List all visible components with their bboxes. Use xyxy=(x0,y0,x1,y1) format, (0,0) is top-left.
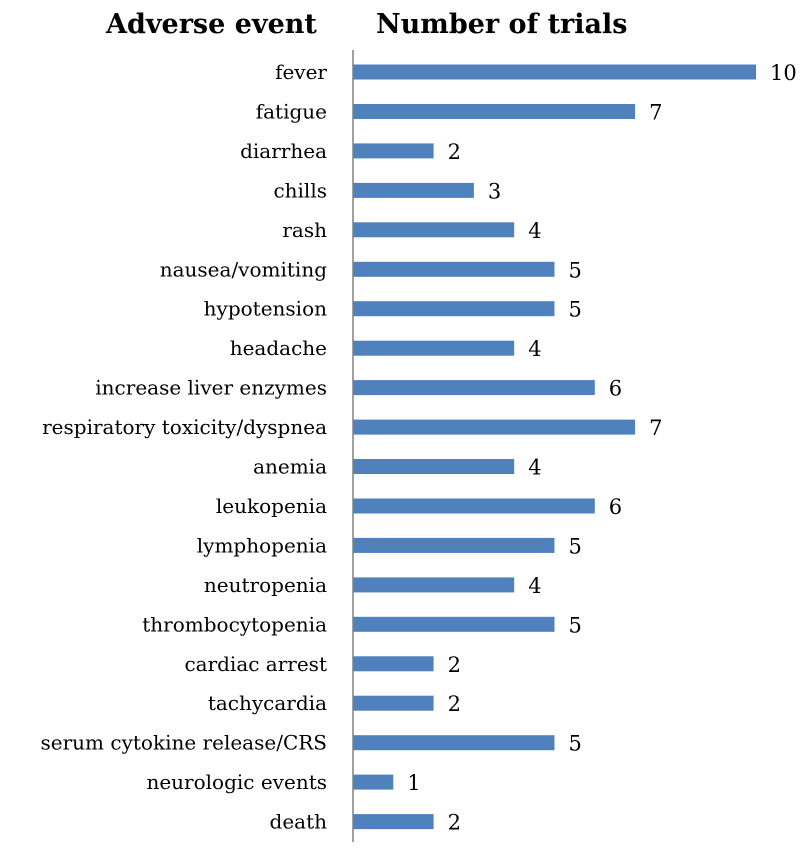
bar-rash xyxy=(353,222,515,238)
value-label-cardiac-arrest: 2 xyxy=(448,653,461,677)
category-label-chills: chills xyxy=(273,178,327,202)
category-label-tachycardia: tachycardia xyxy=(208,691,327,715)
number-of-trials-header: Number of trials xyxy=(376,9,628,40)
category-label-respiratory-toxicity-dyspnea: respiratory toxicity/dyspnea xyxy=(42,415,327,439)
category-label-death: death xyxy=(270,810,328,834)
value-label-diarrhea: 2 xyxy=(448,140,461,164)
value-label-headache: 4 xyxy=(528,337,541,361)
category-label-nausea-vomiting: nausea/vomiting xyxy=(160,257,327,281)
bar-fever xyxy=(353,64,756,80)
category-label-diarrhea: diarrhea xyxy=(240,139,327,163)
value-label-fever: 10 xyxy=(770,61,797,85)
bars-group xyxy=(353,64,756,830)
bar-neutropenia xyxy=(353,577,515,593)
category-label-headache: headache xyxy=(230,336,327,360)
value-label-neutropenia: 4 xyxy=(528,574,541,598)
bar-lymphopenia xyxy=(353,537,555,553)
value-label-leukopenia: 6 xyxy=(609,495,622,519)
bar-chills xyxy=(353,182,474,198)
value-label-thrombocytopenia: 5 xyxy=(569,613,582,637)
category-label-leukopenia: leukopenia xyxy=(216,494,327,518)
category-label-thrombocytopenia: thrombocytopenia xyxy=(142,612,327,636)
adverse-event-header: Adverse event xyxy=(106,9,317,40)
bar-fatigue xyxy=(353,104,636,119)
bar-respiratory-toxicity-dyspnea xyxy=(353,419,636,435)
value-label-neurologic-events: 1 xyxy=(407,771,420,795)
bar-increase-liver-enzymes xyxy=(353,380,595,396)
bar-thrombocytopenia xyxy=(353,616,555,632)
bar-cardiac-arrest xyxy=(353,656,434,672)
category-label-serum-cytokine-release-crs: serum cytokine release/CRS xyxy=(41,731,327,755)
bar-headache xyxy=(353,340,515,356)
bar-leukopenia xyxy=(353,498,595,514)
value-label-lymphopenia: 5 xyxy=(569,534,582,558)
value-label-fatigue: 7 xyxy=(649,101,662,125)
value-label-chills: 3 xyxy=(488,179,501,203)
bar-neurologic-events xyxy=(353,774,394,790)
category-label-fever: fever xyxy=(275,60,327,84)
value-label-nausea-vomiting: 5 xyxy=(569,258,582,282)
bar-hypotension xyxy=(353,301,555,317)
value-label-death: 2 xyxy=(448,811,461,835)
category-label-increase-liver-enzymes: increase liver enzymes xyxy=(95,376,327,400)
category-labels-group: fever fatigue diarrhea chills rash nausea/vom… xyxy=(41,60,328,834)
category-label-neurologic-events: neurologic events xyxy=(146,770,327,794)
value-labels-group: 10 7 2 3 4 5 5 4 6 7 4 6 5 4 5 2 2 5 1 2 xyxy=(407,61,796,835)
bar-diarrhea xyxy=(353,143,434,159)
category-label-lymphopenia: lymphopenia xyxy=(197,533,327,557)
value-label-rash: 4 xyxy=(528,219,541,243)
value-label-respiratory-toxicity-dyspnea: 7 xyxy=(649,416,662,440)
value-label-hypotension: 5 xyxy=(569,298,582,322)
value-label-tachycardia: 2 xyxy=(448,692,461,716)
category-label-neutropenia: neutropenia xyxy=(204,573,327,597)
value-label-increase-liver-enzymes: 6 xyxy=(609,377,622,401)
category-label-hypotension: hypotension xyxy=(204,297,327,321)
category-label-anemia: anemia xyxy=(253,455,327,479)
category-label-rash: rash xyxy=(282,218,327,242)
bar-nausea-vomiting xyxy=(353,261,555,277)
category-label-cardiac-arrest: cardiac arrest xyxy=(184,652,327,676)
bar-tachycardia xyxy=(353,695,434,711)
value-label-serum-cytokine-release-crs: 5 xyxy=(569,732,582,756)
category-label-fatigue: fatigue xyxy=(256,100,327,124)
bar-anemia xyxy=(353,459,515,474)
value-label-anemia: 4 xyxy=(528,456,541,480)
bar-serum-cytokine-release-crs xyxy=(353,735,555,751)
bar-death xyxy=(353,814,434,830)
